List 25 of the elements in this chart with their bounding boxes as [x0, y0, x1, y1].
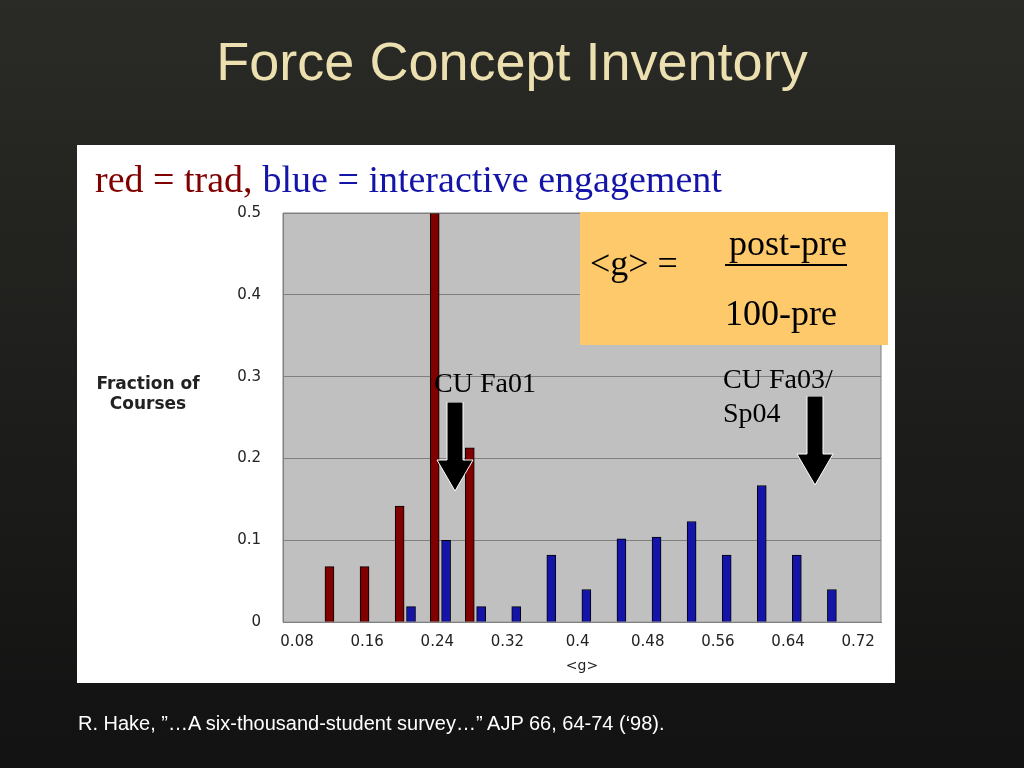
x-tick-label: 0.56 — [701, 632, 735, 651]
text: blue = interactive engagement — [262, 158, 722, 200]
y-tick-label: 0 — [251, 612, 261, 631]
x-tick-label: 0.72 — [841, 632, 875, 651]
y-tick-label: 0.2 — [237, 448, 261, 467]
x-tick-label: 0.48 — [631, 632, 665, 651]
annotation: CU Fa03/ Sp04 — [723, 362, 834, 430]
x-tick-label: 0.16 — [350, 632, 384, 651]
annotation: <g> = — [590, 242, 678, 284]
x-tick-label: 0.64 — [771, 632, 805, 651]
y-tick-label: 0.4 — [237, 284, 261, 303]
annotation: 100-pre — [725, 292, 837, 334]
chart-title: Force Concept Inventory — [215, 30, 809, 92]
x-tick-label: 0.4 — [565, 632, 590, 651]
x-tick-label: 0.08 — [280, 632, 314, 651]
y-axis-title: Fraction of Courses — [95, 373, 201, 413]
annotation: post-pre — [725, 222, 847, 266]
text: R. Hake, ”…A six-thousand-student survey…” AJP 66, 64-74 (‘98). — [78, 712, 665, 735]
y-tick-label: 0.1 — [237, 530, 261, 549]
y-tick-label: 0.5 — [237, 202, 261, 221]
x-tick-label: 0.32 — [490, 632, 525, 651]
x-tick-label: 0.24 — [420, 632, 455, 651]
x-axis-title: <g> — [565, 657, 599, 674]
text: red = trad, — [95, 158, 253, 200]
y-tick-label: 0.3 — [237, 366, 261, 385]
